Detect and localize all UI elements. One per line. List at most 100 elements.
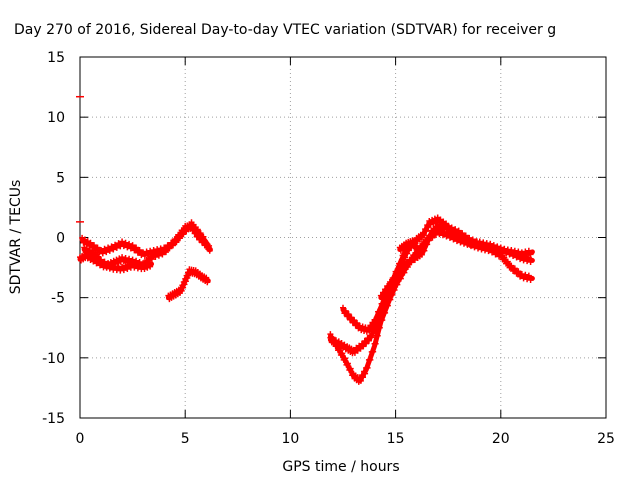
data-point bbox=[155, 249, 162, 256]
data-point bbox=[462, 236, 469, 243]
data-point bbox=[126, 255, 133, 262]
data-point bbox=[145, 252, 152, 259]
data-point bbox=[127, 245, 134, 252]
data-point bbox=[459, 234, 466, 241]
data-point bbox=[86, 246, 93, 253]
x-tick-label: 20 bbox=[492, 431, 510, 447]
data-point bbox=[136, 261, 143, 268]
data-point bbox=[344, 360, 351, 367]
data-point bbox=[372, 326, 379, 333]
y-tick-label: 0 bbox=[56, 231, 65, 247]
data-point bbox=[421, 247, 428, 254]
data-point bbox=[152, 250, 159, 257]
data-point bbox=[478, 242, 485, 249]
data-point bbox=[439, 232, 446, 239]
data-point bbox=[351, 317, 358, 324]
y-axis-label: SDTVAR / TECUs bbox=[8, 180, 24, 295]
data-point bbox=[182, 278, 189, 285]
data-point bbox=[520, 275, 527, 282]
data-point bbox=[524, 276, 531, 283]
data-point bbox=[426, 234, 433, 241]
data-point bbox=[129, 260, 136, 267]
data-point bbox=[105, 244, 112, 251]
data-point bbox=[480, 239, 487, 246]
data-point bbox=[103, 249, 110, 256]
data-point bbox=[120, 243, 127, 250]
data-point bbox=[120, 258, 127, 265]
data-point bbox=[354, 319, 361, 326]
data-point bbox=[518, 271, 525, 278]
data-point bbox=[431, 215, 438, 222]
data-point bbox=[361, 327, 368, 334]
data-point bbox=[206, 247, 213, 254]
data-point bbox=[391, 277, 398, 284]
data-point bbox=[204, 279, 211, 286]
data-point bbox=[374, 332, 381, 339]
data-point bbox=[448, 226, 455, 233]
x-tick-label: 5 bbox=[181, 431, 190, 447]
data-point bbox=[513, 252, 520, 259]
data-point bbox=[101, 245, 108, 252]
data-point bbox=[142, 261, 149, 268]
data-point bbox=[365, 337, 372, 344]
data-point bbox=[363, 340, 370, 347]
data-point bbox=[395, 267, 402, 274]
data-point bbox=[385, 285, 392, 292]
data-point bbox=[404, 261, 411, 268]
data-point bbox=[476, 238, 483, 245]
data-point bbox=[378, 295, 385, 302]
data-point bbox=[370, 348, 377, 355]
data-point bbox=[345, 311, 352, 318]
data-point bbox=[85, 250, 92, 257]
data-point bbox=[116, 255, 123, 262]
data-series bbox=[76, 95, 535, 385]
data-point bbox=[356, 322, 363, 329]
data-point bbox=[166, 244, 173, 251]
data-point bbox=[178, 287, 185, 294]
data-point bbox=[113, 244, 120, 251]
series-track-4 bbox=[165, 266, 211, 303]
data-point bbox=[82, 249, 89, 256]
data-point bbox=[194, 226, 201, 233]
data-point bbox=[92, 250, 99, 257]
data-point bbox=[98, 246, 105, 253]
data-point bbox=[421, 232, 428, 239]
data-point bbox=[527, 277, 534, 284]
data-point bbox=[358, 327, 365, 334]
data-point bbox=[124, 265, 131, 272]
data-point bbox=[133, 260, 140, 267]
data-point bbox=[404, 250, 411, 257]
data-point bbox=[122, 254, 129, 261]
data-point bbox=[98, 256, 105, 263]
series-track-10 bbox=[396, 237, 420, 254]
data-point bbox=[94, 244, 101, 251]
data-point bbox=[402, 254, 409, 261]
x-tick-label: 25 bbox=[597, 431, 615, 447]
data-point bbox=[112, 241, 119, 248]
data-point bbox=[399, 258, 406, 265]
data-point bbox=[162, 247, 169, 254]
y-tick-label: 10 bbox=[47, 110, 65, 126]
data-point bbox=[360, 343, 367, 350]
data-point bbox=[173, 239, 180, 246]
data-point bbox=[197, 230, 204, 237]
data-point bbox=[367, 356, 374, 363]
data-point bbox=[525, 247, 532, 254]
data-point bbox=[87, 239, 94, 246]
data-point bbox=[426, 218, 433, 225]
data-point bbox=[527, 258, 534, 265]
data-point bbox=[184, 275, 191, 282]
data-point bbox=[122, 239, 129, 246]
data-point bbox=[154, 246, 161, 253]
data-point bbox=[140, 249, 147, 256]
data-point bbox=[525, 272, 532, 279]
data-point bbox=[433, 226, 440, 233]
data-point bbox=[397, 262, 404, 269]
data-point bbox=[193, 229, 200, 236]
data-point bbox=[105, 260, 112, 267]
data-point bbox=[159, 248, 166, 255]
data-point bbox=[492, 247, 499, 254]
data-point bbox=[368, 334, 375, 341]
data-point bbox=[489, 245, 496, 252]
data-point bbox=[131, 264, 138, 271]
